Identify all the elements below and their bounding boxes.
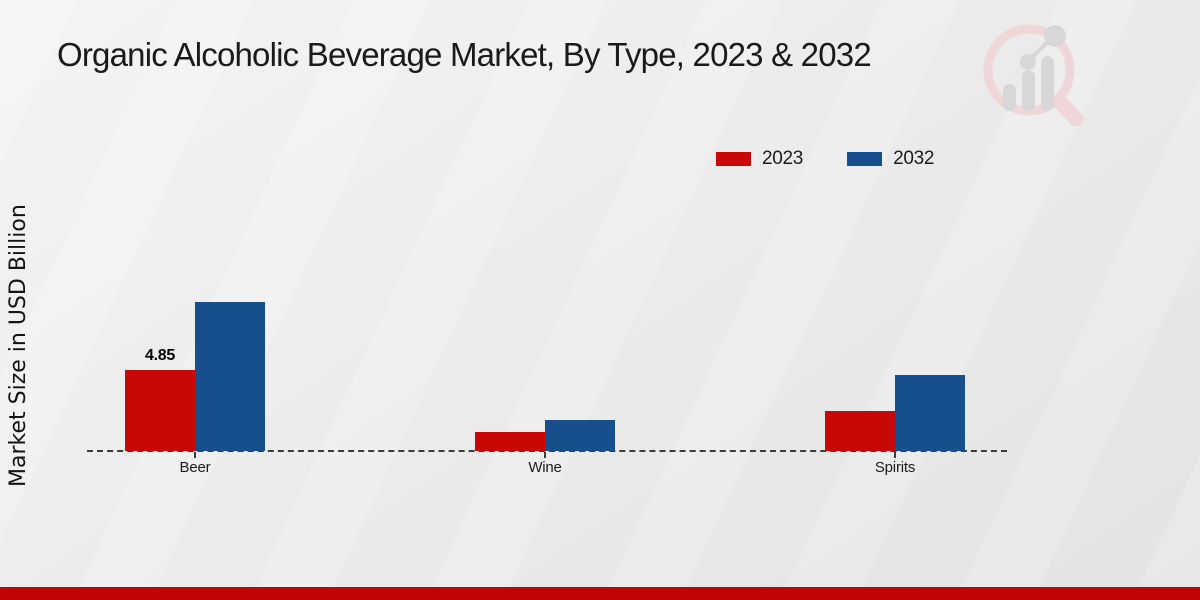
- axis-tick-spirits: [894, 452, 896, 458]
- data-label-2023-beer: 4.85: [145, 347, 175, 364]
- legend-item-2032: 2032: [847, 148, 934, 170]
- bar-2023-spirits: [825, 411, 895, 451]
- chart-title: Organic Alcoholic Beverage Market, By Ty…: [57, 36, 872, 73]
- bar-2032-beer: [195, 302, 265, 451]
- axis-tick-beer: [194, 452, 196, 458]
- mrfr-logo-watermark: [983, 24, 1084, 127]
- bar-2023-beer: [125, 370, 195, 451]
- logo-bar-short-icon: [1003, 84, 1016, 111]
- legend-item-2023: 2023: [716, 148, 803, 170]
- logo-dot-small-icon: [1020, 54, 1036, 70]
- bar-2023-wine: [475, 432, 545, 451]
- logo-bar-mid-icon: [1022, 70, 1035, 111]
- legend-label-2023: 2023: [762, 148, 804, 169]
- logo-bar-tall-icon: [1041, 56, 1054, 111]
- bar-2032-spirits: [895, 375, 965, 451]
- axis-tick-wine: [544, 452, 546, 458]
- magnifier-ring-icon: [983, 24, 1075, 116]
- legend: 2023 2032: [716, 148, 934, 170]
- magnifier-handle-icon: [1051, 93, 1084, 127]
- category-label-spirits: Spirits: [874, 459, 916, 476]
- legend-swatch-2023: [716, 152, 751, 166]
- footer-red-band: [0, 587, 1200, 600]
- category-label-wine: Wine: [528, 459, 562, 476]
- x-axis-baseline: [87, 450, 1007, 452]
- bar-2032-wine: [545, 420, 615, 451]
- logo-dot-large-icon: [1044, 25, 1066, 47]
- legend-swatch-2032: [847, 152, 883, 166]
- category-label-beer: Beer: [179, 459, 211, 476]
- legend-label-2032: 2032: [893, 148, 935, 169]
